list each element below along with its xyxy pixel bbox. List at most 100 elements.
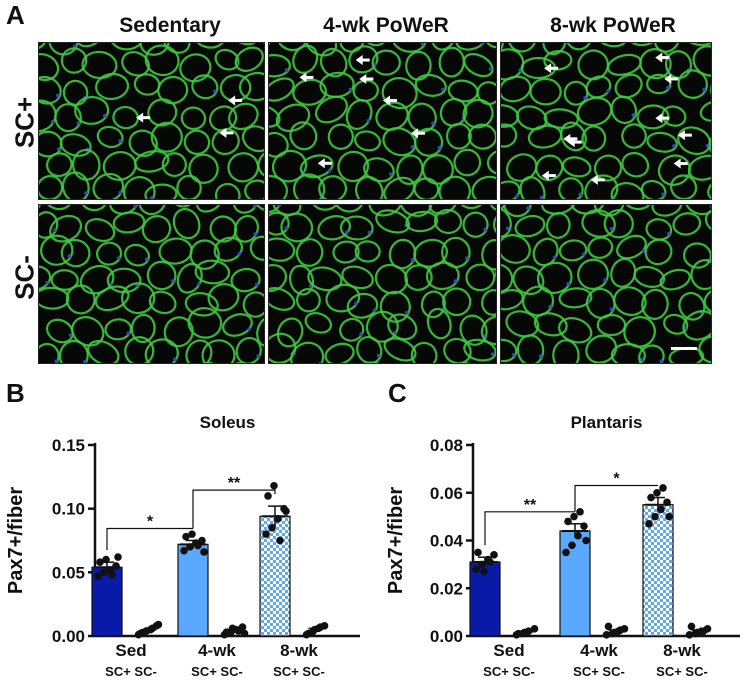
muscle-fiber bbox=[672, 212, 702, 236]
muscle-fiber bbox=[40, 234, 74, 266]
panel-letter-a: A bbox=[6, 0, 25, 30]
muscle-fiber bbox=[585, 75, 612, 99]
data-point bbox=[474, 548, 482, 557]
muscle-fiber bbox=[552, 339, 580, 363]
muscle-fiber bbox=[183, 129, 211, 155]
muscle-fiber bbox=[39, 265, 52, 291]
data-point bbox=[651, 512, 659, 521]
muscle-fiber bbox=[275, 103, 311, 133]
data-point bbox=[262, 530, 270, 538]
muscle-fiber bbox=[48, 43, 79, 56]
muscle-fiber bbox=[61, 171, 90, 199]
muscle-fiber bbox=[144, 338, 179, 363]
nucleus bbox=[170, 279, 175, 283]
nucleus bbox=[354, 301, 358, 306]
muscle-fiber bbox=[144, 44, 180, 77]
muscle-fiber bbox=[232, 205, 259, 214]
muscle-fiber bbox=[95, 72, 130, 101]
data-point bbox=[316, 623, 325, 631]
group-label: 8-wk bbox=[280, 641, 318, 660]
muscle-fiber bbox=[644, 238, 673, 266]
nucleus bbox=[72, 44, 77, 48]
nucleus bbox=[505, 226, 510, 231]
muscle-fiber bbox=[138, 205, 167, 216]
muscle-fiber bbox=[627, 43, 659, 47]
muscle-fiber bbox=[577, 258, 610, 290]
muscle-fiber bbox=[292, 78, 327, 106]
micrograph-sc-plus-8wk bbox=[500, 42, 712, 200]
muscle-fiber bbox=[430, 43, 456, 51]
nucleus bbox=[480, 43, 485, 46]
muscle-fiber bbox=[463, 338, 496, 362]
muscle-fiber bbox=[535, 154, 564, 182]
data-point bbox=[480, 567, 488, 576]
significance-bracket: * bbox=[574, 471, 658, 512]
muscle-fiber bbox=[647, 363, 684, 364]
nucleus bbox=[149, 196, 154, 199]
muscle-fiber bbox=[124, 336, 155, 363]
muscle-fiber bbox=[533, 312, 568, 337]
satellite-cell-arrow bbox=[664, 73, 679, 84]
muscle-fiber bbox=[363, 43, 389, 47]
data-point bbox=[102, 555, 110, 564]
fiber-network bbox=[39, 43, 264, 199]
data-point bbox=[602, 631, 611, 639]
muscle-fiber bbox=[414, 73, 447, 97]
muscle-fiber bbox=[192, 43, 227, 49]
muscle-fiber bbox=[480, 315, 496, 346]
data-point bbox=[576, 508, 584, 516]
nucleus bbox=[548, 304, 552, 309]
muscle-fiber bbox=[501, 234, 531, 264]
satellite-cell-arrow bbox=[590, 174, 605, 185]
muscle-fiber bbox=[120, 282, 156, 315]
y-tick-label: 0.05 bbox=[52, 563, 85, 582]
data-point bbox=[659, 484, 667, 492]
muscle-fiber bbox=[60, 47, 88, 74]
micrograph-sc-minus-sedentary bbox=[38, 204, 265, 364]
data-point bbox=[108, 571, 116, 579]
data-point bbox=[240, 629, 249, 638]
data-point bbox=[580, 522, 588, 530]
muscle-fiber bbox=[184, 292, 219, 317]
muscle-fiber bbox=[207, 283, 240, 312]
muscle-fiber bbox=[682, 242, 711, 269]
nucleus bbox=[376, 353, 381, 358]
muscle-fiber bbox=[459, 314, 488, 346]
muscle-fiber bbox=[636, 104, 670, 130]
data-point bbox=[268, 523, 276, 532]
muscle-fiber bbox=[346, 292, 379, 319]
muscle-fiber bbox=[276, 317, 304, 348]
nucleus bbox=[237, 251, 242, 256]
muscle-fiber bbox=[704, 208, 711, 233]
muscle-fiber bbox=[646, 73, 672, 95]
chart-title: Plantaris bbox=[571, 413, 643, 432]
muscle-fiber bbox=[368, 205, 404, 217]
nucleus bbox=[666, 85, 670, 90]
nucleus bbox=[431, 121, 435, 126]
nucleus bbox=[661, 192, 665, 197]
muscle-fiber bbox=[79, 205, 108, 212]
muscle-fiber bbox=[139, 43, 170, 56]
muscle-fiber bbox=[514, 214, 546, 238]
muscle-fiber bbox=[314, 95, 348, 124]
muscle-fiber bbox=[354, 361, 388, 363]
nucleus bbox=[526, 206, 530, 210]
data-point bbox=[647, 493, 655, 502]
muscle-fiber bbox=[581, 125, 607, 152]
nucleus bbox=[581, 252, 586, 257]
data-point bbox=[514, 629, 523, 638]
muscle-fiber bbox=[641, 288, 669, 320]
muscle-fiber bbox=[519, 176, 546, 199]
nucleus bbox=[52, 228, 57, 232]
muscle-fiber bbox=[96, 125, 124, 149]
muscle-fiber bbox=[39, 211, 59, 239]
data-point bbox=[530, 625, 539, 633]
muscle-fiber bbox=[684, 205, 711, 216]
muscle-fiber bbox=[60, 238, 91, 268]
muscle-fiber bbox=[87, 339, 120, 363]
muscle-fiber bbox=[407, 102, 437, 133]
muscle-fiber bbox=[39, 286, 70, 310]
muscle-fiber bbox=[516, 334, 545, 363]
muscle-fiber bbox=[659, 268, 691, 291]
muscle-fiber bbox=[543, 108, 579, 129]
